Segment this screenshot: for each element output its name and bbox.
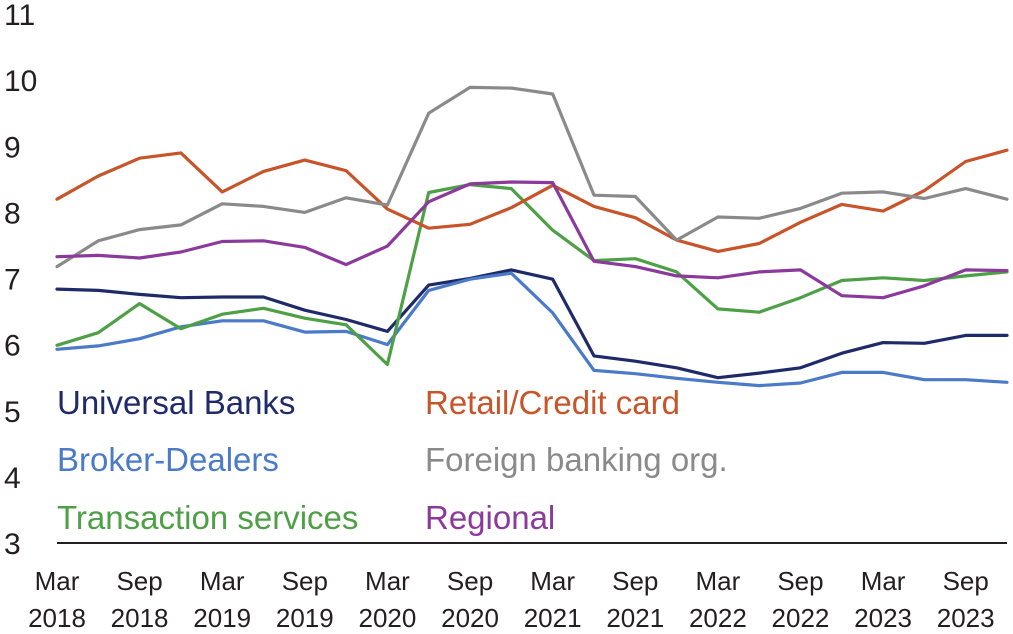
- x-tick-label: Mar 2023: [854, 566, 912, 633]
- series-lines: [55, 85, 1009, 388]
- x-tick-year: 2019: [193, 603, 251, 633]
- x-tick-label: Mar 2018: [28, 566, 86, 633]
- y-tick-label: 6: [4, 330, 21, 363]
- x-tick-month: Mar: [200, 566, 245, 596]
- legend-entry: Retail/Credit card: [425, 384, 680, 421]
- x-tick-year: 2019: [276, 603, 334, 633]
- x-tick-label: Sep 2023: [937, 566, 995, 633]
- x-tick-label: Sep 2018: [111, 566, 169, 633]
- x-tick-year: 2023: [937, 603, 995, 633]
- y-tick-label: 8: [4, 197, 21, 230]
- x-tick-month: Sep: [612, 566, 658, 596]
- y-tick-label: 9: [4, 131, 21, 164]
- x-tick-label: Sep 2019: [276, 566, 334, 633]
- y-tick-label: 11: [4, 0, 35, 32]
- series-line-regional: [55, 180, 1009, 300]
- x-tick-year: 2021: [606, 603, 664, 633]
- legend-entry: Transaction services: [57, 499, 358, 536]
- x-tick-month: Mar: [530, 566, 575, 596]
- x-tick-month: Sep: [282, 566, 328, 596]
- series-line-retail-credit-card: [55, 148, 1009, 253]
- legend: Universal Banks Broker-Dealers Transaction…: [57, 384, 728, 536]
- x-axis-tick-labels: Mar 2018 Sep 2018 Mar 2019 Sep 2019 Mar 2020 Sep 20…: [28, 566, 995, 633]
- x-tick-year: 2020: [441, 603, 499, 633]
- x-tick-month: Mar: [861, 566, 906, 596]
- x-tick-month: Sep: [777, 566, 823, 596]
- series-line-transaction-services: [55, 183, 1009, 367]
- x-tick-month: Mar: [35, 566, 80, 596]
- x-tick-month: Mar: [365, 566, 410, 596]
- x-tick-label: Mar 2020: [359, 566, 417, 633]
- y-tick-label: 3: [4, 528, 21, 561]
- x-tick-label: Sep 2021: [606, 566, 664, 633]
- x-tick-year: 2022: [689, 603, 747, 633]
- x-tick-month: Mar: [695, 566, 740, 596]
- y-tick-label: 4: [4, 462, 21, 495]
- x-tick-label: Mar 2019: [193, 566, 251, 633]
- y-axis-tick-labels: 3 4 5 6 7 8 9 10 11: [4, 0, 37, 561]
- y-tick-label: 10: [4, 65, 37, 98]
- y-tick-label: 7: [4, 264, 21, 297]
- legend-entry: Regional: [425, 499, 555, 536]
- legend-entry: Universal Banks: [57, 384, 295, 421]
- y-tick-label: 5: [4, 396, 21, 429]
- x-tick-label: Mar 2022: [689, 566, 747, 633]
- series-line-broker-dealers: [55, 271, 1009, 388]
- x-tick-year: 2020: [359, 603, 417, 633]
- series-line-foreign-banking-org-: [55, 85, 1009, 269]
- x-tick-year: 2018: [28, 603, 86, 633]
- series-line-universal-banks: [55, 268, 1009, 380]
- x-tick-label: Sep 2020: [441, 566, 499, 633]
- x-tick-month: Sep: [116, 566, 162, 596]
- x-tick-month: Sep: [943, 566, 989, 596]
- x-tick-label: Sep 2022: [772, 566, 830, 633]
- x-tick-label: Mar 2021: [524, 566, 582, 633]
- x-tick-month: Sep: [447, 566, 493, 596]
- x-tick-year: 2023: [854, 603, 912, 633]
- x-tick-year: 2018: [111, 603, 169, 633]
- x-tick-year: 2021: [524, 603, 582, 633]
- legend-entry: Foreign banking org.: [425, 441, 728, 478]
- legend-entry: Broker-Dealers: [57, 441, 279, 478]
- x-tick-year: 2022: [772, 603, 830, 633]
